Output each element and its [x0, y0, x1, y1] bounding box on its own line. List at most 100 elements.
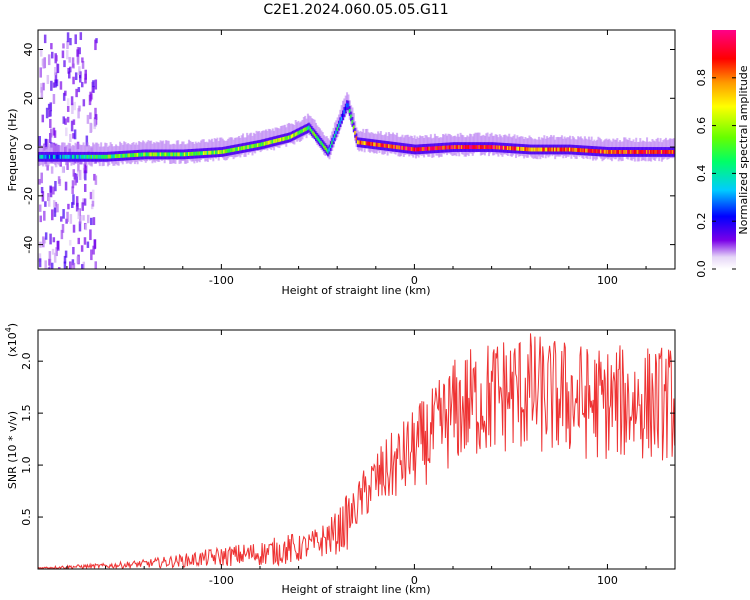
spectrogram-core-cell — [562, 147, 565, 152]
spectrogram-core-cell — [81, 154, 84, 159]
spectrogram-core-cell — [204, 151, 207, 155]
spectrogram-noise-cell — [76, 202, 79, 212]
spectrogram-core-cell — [464, 145, 468, 150]
spectrogram-core-cell — [619, 149, 622, 154]
spectrogram-noise-cell — [47, 54, 51, 66]
spectrogram-core-cell — [370, 141, 373, 146]
spectrogram-noise-cell — [94, 107, 97, 117]
spectrogram-core-cell — [414, 147, 418, 152]
spectrogram-core-cell — [170, 152, 173, 157]
spectrogram-noise-cell — [72, 246, 75, 255]
spectrogram-noise-cell — [77, 170, 80, 177]
spectrogram-core-cell — [597, 149, 600, 154]
spectrogram-core-cell — [289, 135, 292, 140]
spectrogram-noise-cell — [78, 47, 81, 55]
spectrogram-noise-cell — [49, 233, 52, 245]
spectrogram-core-cell — [400, 145, 403, 150]
spectrogram-noise-cell — [91, 200, 95, 207]
spectrogram-core-cell — [555, 147, 558, 152]
spectrogram-core-cell — [269, 140, 272, 145]
spectrogram-noise-cell — [66, 50, 69, 60]
spectrogram-noise-cell — [38, 258, 42, 268]
spectrogram-core-cell — [551, 147, 554, 152]
spectrogram-core-cell — [483, 145, 487, 150]
spectrogram-core-cell — [56, 154, 60, 159]
spectrogram-core-cell — [42, 154, 45, 159]
spectrogram-core-cell — [560, 147, 564, 152]
snr-y-label: SNR (10 * v/v) — [6, 411, 19, 489]
spectrogram-core-cell — [542, 147, 545, 152]
spectrogram-core-cell — [86, 154, 89, 159]
spectrogram-core-cell — [59, 154, 62, 159]
spectrogram-noise-cell — [56, 63, 60, 74]
spectrogram-core-cell — [192, 151, 195, 156]
spectrogram-core-cell — [67, 154, 70, 159]
snr-x-label: Height of straight line (km) — [281, 583, 430, 596]
spectrogram-core-cell — [38, 154, 41, 159]
spectrogram-core-cell — [477, 145, 480, 150]
spectrogram-noise-cell — [62, 92, 66, 101]
spectrogram-noise-cell — [43, 210, 46, 221]
spectrogram-core-cell — [369, 141, 372, 146]
spectrogram-core-cell — [115, 154, 118, 159]
colorbar-gradient — [712, 30, 736, 269]
spectrogram-core-cell — [396, 145, 399, 150]
spectrogram-noise-cell — [92, 245, 95, 255]
spectrogram-core-cell — [78, 154, 81, 159]
spectrogram-core-cell — [614, 149, 618, 154]
spectrogram-core-cell — [523, 147, 526, 151]
spectrogram-noise-cell — [42, 236, 45, 248]
spectrogram-noise-cell — [62, 209, 65, 219]
spectrogram-core-cell — [210, 150, 214, 155]
spectrogram-core-cell — [446, 145, 449, 150]
spectrogram-noise-cell — [64, 250, 68, 258]
spectrogram-noise-cell — [54, 201, 58, 209]
spectrogram-core-cell — [293, 133, 296, 138]
spectrogram-core-cell — [374, 142, 377, 147]
spectrogram-noise-cell — [46, 139, 49, 148]
spectrogram-noise-cell — [49, 118, 52, 128]
spectrogram-noise-cell — [63, 255, 67, 264]
spectrogram-core-cell — [470, 145, 473, 150]
spectrogram-core-cell — [69, 154, 72, 159]
spectrogram-core-cell — [94, 154, 97, 159]
spectrogram-core-cell — [51, 154, 54, 159]
spectrogram-core-cell — [102, 154, 106, 159]
spectrogram-core-cell — [113, 154, 116, 159]
spectrogram-core-cell — [144, 152, 147, 157]
spectrogram-core-cell — [605, 149, 608, 154]
spectrogram-core-cell — [494, 145, 497, 150]
spectrogram-core-cell — [632, 149, 635, 154]
spectrogram-core-cell — [516, 146, 519, 151]
spectrogram-core-cell — [498, 145, 501, 150]
spectrogram-core-cell — [324, 146, 327, 150]
spectrogram-core-cell — [278, 137, 281, 142]
spectrogram-core-cell — [420, 147, 423, 152]
spectrogram-noise-cell — [44, 260, 47, 269]
spectrogram-core-cell — [233, 147, 237, 152]
spectrogram-core-cell — [571, 147, 574, 152]
spectrogram-core-cell — [563, 147, 566, 152]
spectrogram-noise-cell — [66, 105, 70, 112]
spectrogram-core-cell — [54, 154, 57, 159]
spectrogram-noise-cell — [44, 138, 48, 148]
spectrogram-core-cell — [146, 152, 149, 157]
spectrogram-core-cell — [466, 145, 469, 150]
spectrogram-noise-cell — [77, 209, 80, 220]
spectrogram-core-cell — [329, 144, 333, 149]
spectrogram-noise-cell — [52, 186, 55, 195]
spectrogram-core-cell — [673, 149, 675, 154]
snr-plot-area — [38, 333, 675, 569]
spectrogram-core-cell — [160, 152, 164, 157]
spectrogram-noise-cell — [52, 237, 56, 243]
spectrogram-core-cell — [277, 138, 280, 143]
spectrogram-core-cell — [343, 109, 346, 114]
spectrogram-noise-cell — [71, 103, 74, 114]
spectrogram-core-cell — [409, 146, 412, 151]
spectrogram-core-cell — [165, 152, 168, 157]
spectrogram-core-cell — [121, 153, 124, 158]
spectrogram-noise-cell — [75, 173, 79, 183]
spectrogram-core-cell — [178, 152, 181, 157]
spectrogram-core-cell — [342, 113, 345, 118]
